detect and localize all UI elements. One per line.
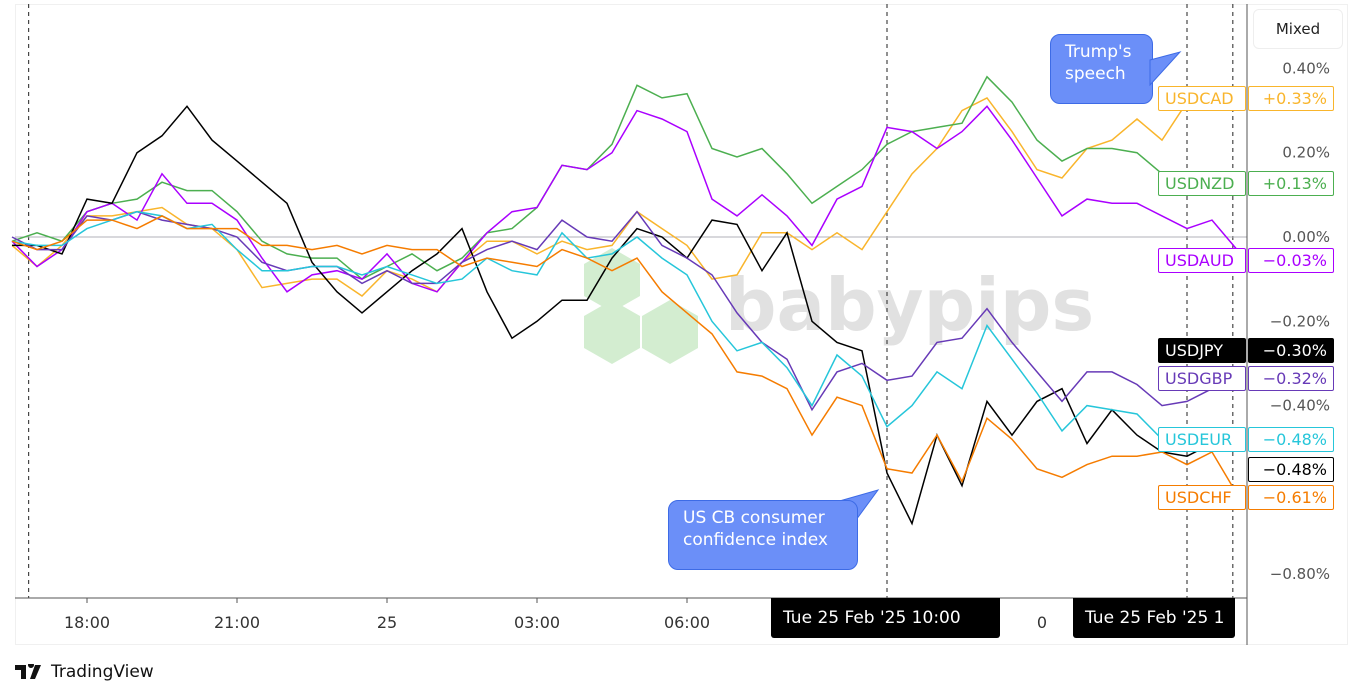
chart-frame (15, 4, 1348, 645)
series-value-tag-usdnzd: +0.13% (1248, 171, 1334, 196)
series-line-usdchf[interactable] (11, 215, 1238, 495)
tradingview-icon (15, 664, 41, 679)
x-tick-label: 03:00 (514, 613, 560, 632)
annotation-trumps-speech[interactable]: Trump's speech (1050, 34, 1153, 104)
svg-text:babypips: babypips (725, 263, 1094, 347)
y-tick-label: −0.80% (1270, 565, 1330, 583)
series-value-tag-usdjpy: −0.30% (1248, 338, 1334, 363)
annotation-text: US CB consumer confidence index (683, 508, 828, 550)
y-tick-label: −0.40% (1270, 397, 1330, 415)
series-value-tag-usdchf: −0.61% (1248, 485, 1334, 510)
series-name-tag-usdeur: USDEUR (1158, 427, 1246, 452)
x-tick-label: 21:00 (214, 613, 260, 632)
series-line-usdjpy[interactable] (12, 105, 1237, 526)
y-tick-label: 0.40% (1282, 59, 1330, 77)
annotation-cb-consumer-confidence[interactable]: US CB consumer confidence index (668, 500, 858, 570)
annotation-text: Trump's speech (1065, 42, 1132, 84)
series-name-tag-usdcad: USDCAD (1158, 86, 1246, 111)
tradingview-logo: TradingView (15, 662, 154, 682)
crosshair-time-label: Tue 25 Feb '25 10:00 (771, 598, 1000, 638)
y-tick-label: −0.20% (1270, 312, 1330, 330)
crosshair-time-label-2: Tue 25 Feb '25 1 (1073, 598, 1235, 638)
y-tick-label: 0.00% (1282, 228, 1330, 246)
series-line-usdnzd[interactable] (11, 75, 1237, 280)
series-value-tag-usdgbp: −0.32% (1248, 366, 1334, 391)
tradingview-wordmark: TradingView (51, 662, 154, 682)
x-tick-label: 25 (377, 613, 397, 632)
series-name-tag-usdjpy: USDJPY (1158, 338, 1246, 363)
series-name-tag-usdgbp: USDGBP (1158, 366, 1246, 391)
series-value-tag-usdeur: −0.48% (1248, 427, 1334, 452)
last-price-tag: −0.48% (1248, 457, 1334, 482)
series-line-usdaud[interactable] (11, 105, 1238, 293)
series-line-usdgbp[interactable] (11, 210, 1238, 412)
series-name-tag-usdaud: USDAUD (1158, 248, 1246, 273)
series-line-usdcad[interactable] (11, 96, 1237, 297)
x-tick-label: 06:00 (664, 613, 710, 632)
scale-mode-button[interactable]: Mixed (1253, 9, 1343, 49)
series-value-tag-usdcad: +0.33% (1248, 86, 1334, 111)
series-name-tag-usdnzd: USDNZD (1158, 171, 1246, 196)
x-tick-label: 18:00 (64, 613, 110, 632)
series-name-tag-usdchf: USDCHF (1158, 485, 1246, 510)
x-tick-label: 0 (1037, 613, 1047, 632)
series-value-tag-usdaud: −0.03% (1248, 248, 1334, 273)
babypips-watermark: babypips (584, 248, 1094, 364)
y-tick-label: 0.20% (1282, 144, 1330, 162)
